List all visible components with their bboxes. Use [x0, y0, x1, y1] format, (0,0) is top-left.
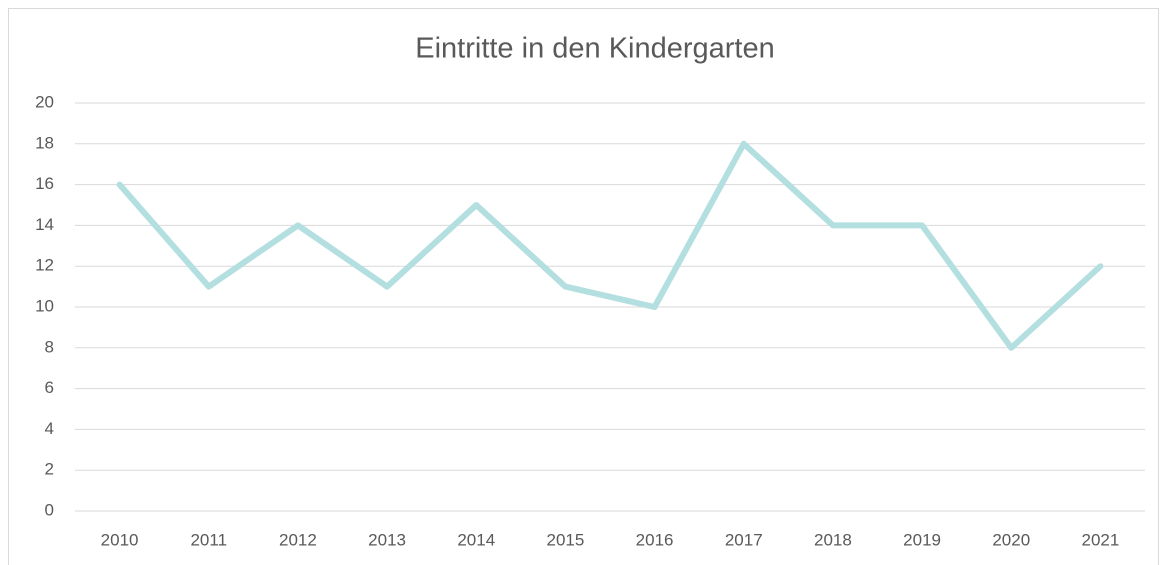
y-tick-label: 20 — [35, 92, 54, 111]
x-tick-label: 2010 — [101, 530, 139, 549]
x-tick-label: 2021 — [1082, 530, 1120, 549]
x-tick-label: 2016 — [636, 530, 674, 549]
y-tick-label: 4 — [45, 419, 54, 438]
chart-frame — [8, 8, 1159, 565]
x-tick-label: 2013 — [368, 530, 406, 549]
y-tick-label: 8 — [45, 337, 54, 356]
x-tick-label: 2011 — [190, 530, 227, 549]
y-tick-label: 0 — [45, 500, 54, 519]
data-line — [116, 140, 1104, 351]
y-tick-label: 18 — [35, 133, 54, 152]
y-tick-label: 14 — [35, 215, 54, 234]
x-tick-label: 2015 — [547, 530, 585, 549]
x-tick-label: 2019 — [903, 530, 941, 549]
x-tick-label: 2012 — [279, 530, 317, 549]
y-tick-label: 16 — [35, 174, 54, 193]
x-tick-label: 2018 — [814, 530, 852, 549]
chart-title: Eintritte in den Kindergarten — [415, 33, 775, 65]
y-tick-label: 10 — [35, 296, 54, 315]
x-tick-label: 2020 — [992, 530, 1030, 549]
y-tick-label: 6 — [45, 378, 54, 397]
y-tick-label: 2 — [45, 460, 54, 479]
x-tick-label: 2014 — [457, 530, 495, 549]
y-tick-label: 12 — [35, 256, 54, 275]
x-tick-label: 2017 — [725, 530, 763, 549]
